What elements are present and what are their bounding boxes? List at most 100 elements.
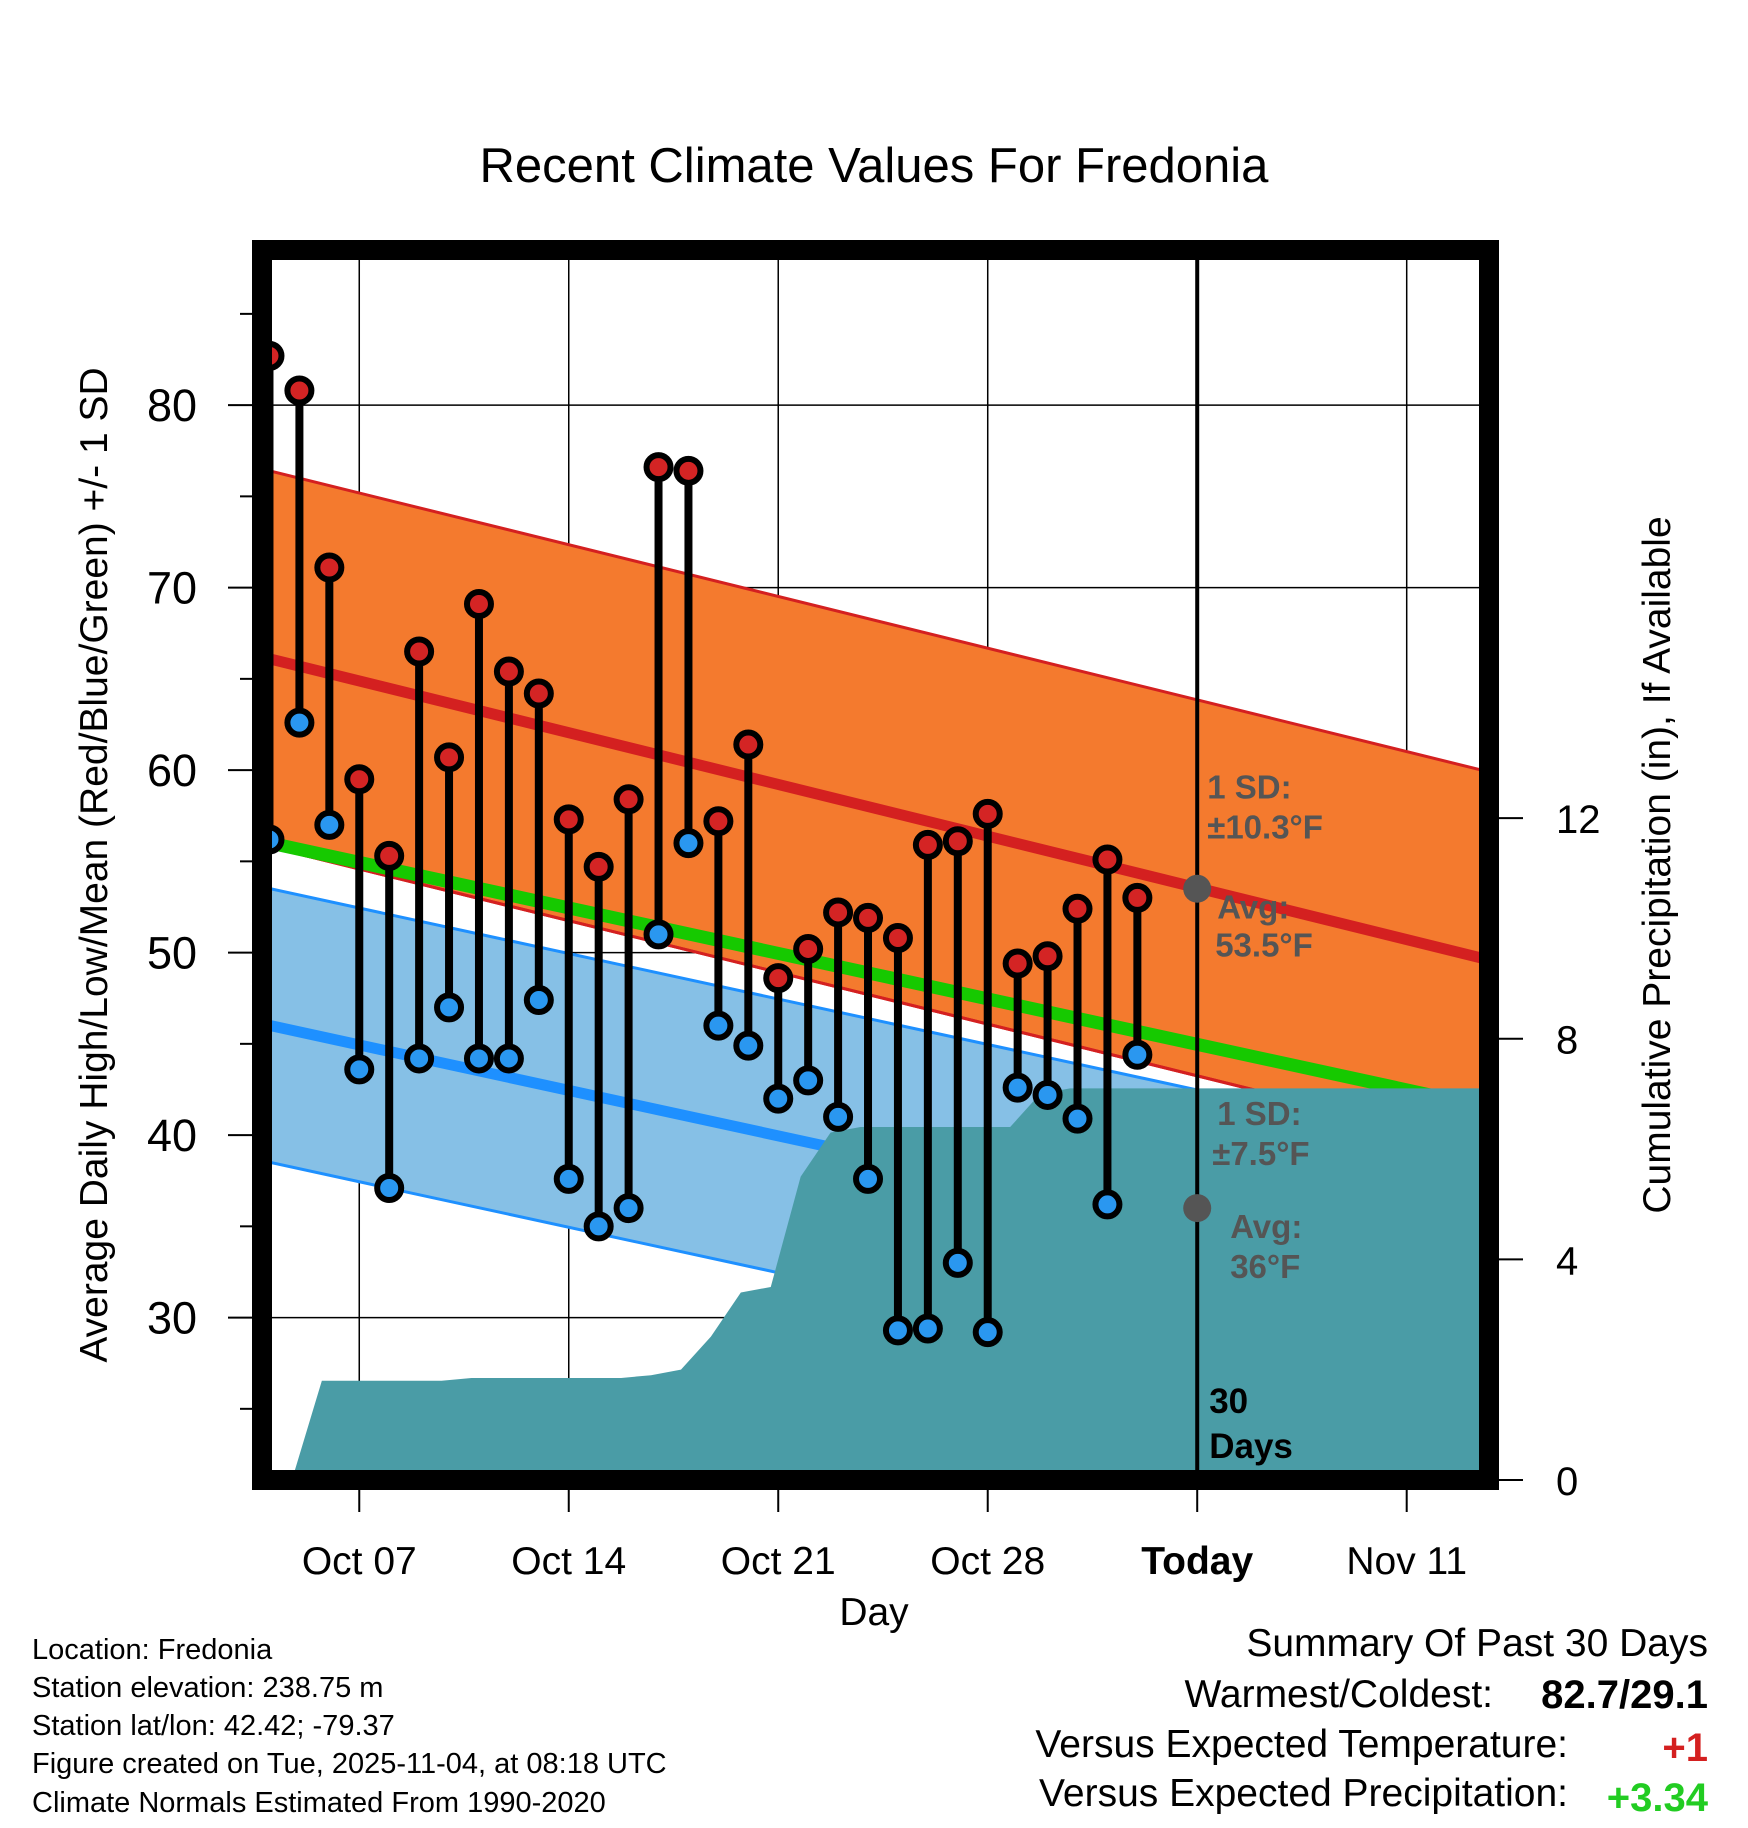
summary-warm-cold-label: Warmest/Coldest: [1184, 1673, 1493, 1716]
daily-high-point [1002, 948, 1033, 979]
daily-low-point [553, 1163, 584, 1194]
y-right-tick-label: 8 [1556, 1019, 1578, 1063]
y-left-tick-label: 60 [147, 745, 197, 796]
avg-high-line [262, 651, 1489, 966]
today-avg-low-marker [1183, 1194, 1212, 1223]
daily-high-point [314, 552, 345, 583]
axes: 30 40 50 60 70 80 0 4 8 12 Oct 07 Oct 14 Oct 21 Oct 2… [147, 312, 1601, 1583]
x-tick-label: Oct 07 [302, 1540, 417, 1583]
days-count-label: 30 [1209, 1382, 1248, 1421]
daily-high-point [404, 636, 435, 667]
daily-high-point [882, 922, 913, 953]
daily-low-point [703, 1010, 734, 1041]
low-avg-value: 36°F [1230, 1248, 1300, 1285]
daily-high-point [463, 589, 494, 620]
today-avg-high-marker [1183, 874, 1212, 903]
x-tick-label-today: Today [1141, 1540, 1253, 1583]
daily-low-point [733, 1030, 764, 1061]
high-avg-value: 53.5°F [1215, 927, 1313, 964]
x-axis-label: Day [839, 1591, 909, 1634]
y-right-tick-label: 12 [1556, 798, 1601, 842]
daily-high-point [434, 742, 465, 773]
meta-normals: Climate Normals Estimated From 1990-2020 [32, 1787, 606, 1819]
y-right-tick-label: 4 [1556, 1239, 1578, 1283]
daily-high-point [823, 897, 854, 928]
meta-created: Figure created on Tue, 2025-11-04, at 08… [32, 1748, 667, 1780]
daily-low-point [853, 1163, 884, 1194]
summary-warm-cold-value: 82.7/29.1 [1541, 1673, 1708, 1717]
daily-high-point [344, 764, 375, 795]
y-left-tick-label: 40 [147, 1110, 197, 1161]
daily-low-point [823, 1101, 854, 1132]
daily-high-point [912, 829, 943, 860]
daily-low-point [583, 1211, 614, 1242]
daily-high-point [763, 963, 794, 994]
daily-low-point [643, 919, 674, 950]
x-tick-label: Oct 21 [721, 1540, 836, 1583]
daily-high-point [853, 902, 884, 933]
daily-high-point [942, 826, 973, 857]
daily-high-point [374, 840, 405, 871]
low-sd-label: 1 SD: [1217, 1095, 1301, 1132]
meta-elevation: Station elevation: 238.75 m [32, 1672, 384, 1704]
summary-temp-value: +1 [1662, 1726, 1708, 1770]
x-tick-label: Nov 11 [1346, 1540, 1467, 1583]
high-avg-label: Avg: [1217, 889, 1289, 926]
daily-low-point [314, 809, 345, 840]
daily-low-point [1002, 1072, 1033, 1103]
daily-high-point [523, 678, 554, 709]
y-left-tick-label: 30 [147, 1293, 197, 1344]
y-left-tick-label: 70 [147, 563, 197, 614]
daily-high-point [1122, 882, 1153, 913]
daily-high-point [284, 375, 315, 406]
daily-high-point [493, 656, 524, 687]
x-tick-label: Oct 28 [930, 1540, 1045, 1583]
daily-low-point [912, 1313, 943, 1344]
daily-low-point [523, 985, 554, 1016]
daily-low-point [284, 707, 315, 738]
low-avg-label: Avg: [1230, 1208, 1302, 1245]
meta-location: Location: Fredonia [32, 1634, 273, 1666]
daily-low-point [972, 1317, 1003, 1348]
precip-area [262, 1088, 1489, 1480]
daily-low-point [493, 1043, 524, 1074]
daily-low-point [613, 1193, 644, 1224]
daily-high-point [1092, 844, 1123, 875]
daily-high-point [553, 804, 584, 835]
y-right-tick-label: 0 [1556, 1460, 1578, 1504]
chart-title: Recent Climate Values For Fredonia [480, 139, 1270, 193]
y-axis-left-label: Average Daily High/Low/Mean (Red/Blue/Gr… [73, 367, 116, 1362]
y-axis-right-label: Cumulative Precipitation (in), If Availa… [1636, 516, 1679, 1213]
daily-low-point [882, 1315, 913, 1346]
daily-high-point [733, 729, 764, 760]
daily-high-point [613, 784, 644, 815]
daily-low-point [942, 1247, 973, 1278]
daily-low-point [404, 1043, 435, 1074]
daily-low-point [793, 1065, 824, 1096]
daily-high-point [1032, 941, 1063, 972]
daily-low-point [463, 1043, 494, 1074]
plot-frame [252, 240, 1499, 1490]
y-left-tick-label: 80 [147, 380, 197, 431]
daily-low-point [344, 1054, 375, 1085]
daily-high-point [793, 933, 824, 964]
daily-low-point [374, 1173, 405, 1204]
daily-low-point [434, 992, 465, 1023]
days-word-label: Days [1209, 1427, 1293, 1466]
daily-low-point [673, 828, 704, 859]
daily-high-point [972, 798, 1003, 829]
daily-high-point [1062, 893, 1093, 924]
x-tick-label: Oct 14 [511, 1540, 626, 1583]
avg-mean-line [262, 834, 1489, 1115]
low-sd-value: ±7.5°F [1212, 1135, 1309, 1172]
summary-title: Summary Of Past 30 Days [1246, 1622, 1708, 1665]
daily-high-point [583, 851, 614, 882]
high-sd-label: 1 SD: [1207, 769, 1291, 806]
summary-precip-value: +3.34 [1606, 1776, 1708, 1820]
daily-high-point [703, 806, 734, 837]
y-left-tick-label: 50 [147, 928, 197, 979]
summary-temp-label: Versus Expected Temperature: [1035, 1723, 1568, 1766]
high-sd-value: ±10.3°F [1207, 809, 1323, 846]
